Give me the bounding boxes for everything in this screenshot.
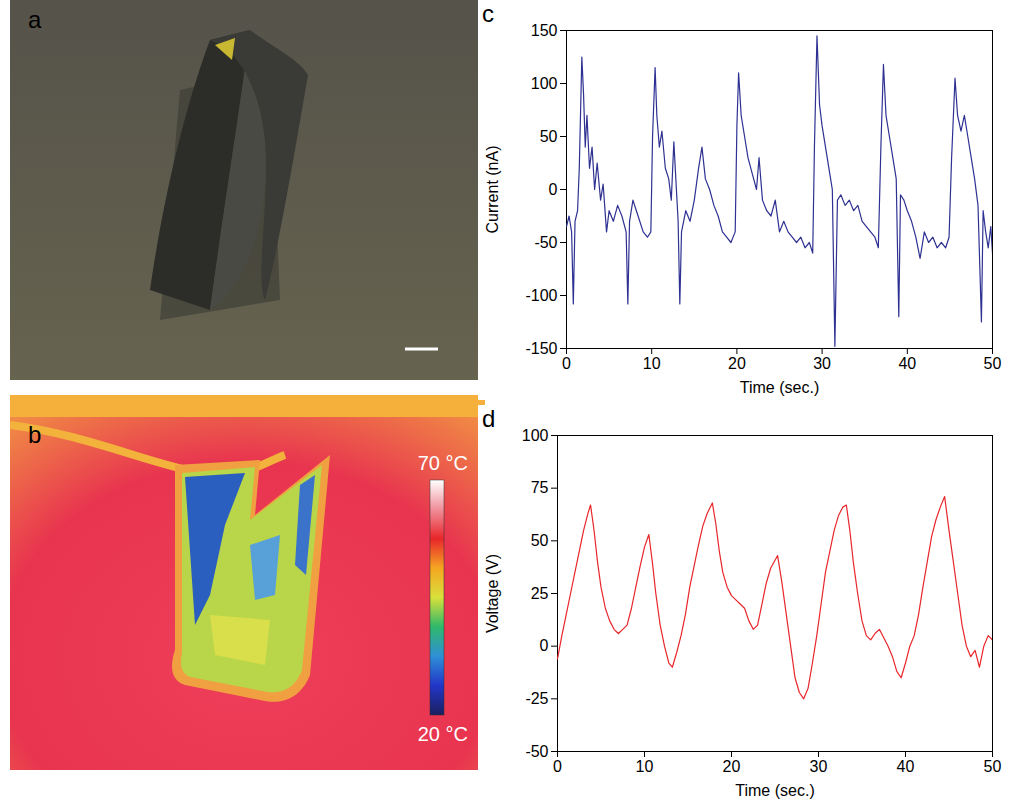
svg-text:0: 0 xyxy=(549,181,558,198)
svg-text:Time (sec.): Time (sec.) xyxy=(740,379,819,396)
html-text:b: b xyxy=(28,421,42,448)
svg-text:50: 50 xyxy=(984,758,1002,775)
svg-text:50: 50 xyxy=(540,128,558,145)
svg-text:25: 25 xyxy=(531,585,549,602)
svg-text:-150: -150 xyxy=(525,340,557,357)
html-text:a: a xyxy=(28,6,42,33)
svg-text:Voltage (V): Voltage (V) xyxy=(484,554,501,633)
svg-text:30: 30 xyxy=(813,355,831,372)
svg-text:40: 40 xyxy=(897,758,915,775)
svg-text:20: 20 xyxy=(723,758,741,775)
svg-text:70 °C: 70 °C xyxy=(418,452,468,474)
svg-text:-50: -50 xyxy=(525,743,548,760)
svg-text:40: 40 xyxy=(898,355,916,372)
html-text:c: c xyxy=(482,0,494,27)
svg-text:30: 30 xyxy=(810,758,828,775)
svg-text:-100: -100 xyxy=(525,287,557,304)
svg-text:Time (sec.): Time (sec.) xyxy=(735,782,814,799)
svg-text:0: 0 xyxy=(562,355,571,372)
svg-text:-50: -50 xyxy=(534,234,557,251)
svg-text:20 °C: 20 °C xyxy=(418,723,468,745)
svg-text:100: 100 xyxy=(531,75,558,92)
html-text:d: d xyxy=(482,405,496,432)
svg-text:20: 20 xyxy=(728,355,746,372)
svg-text:50: 50 xyxy=(984,355,1002,372)
svg-text:-25: -25 xyxy=(525,690,548,707)
svg-text:0: 0 xyxy=(540,637,549,654)
svg-text:75: 75 xyxy=(531,479,549,496)
svg-text:Current (nA): Current (nA) xyxy=(484,145,501,233)
svg-text:0: 0 xyxy=(553,758,562,775)
svg-text:100: 100 xyxy=(522,427,549,444)
svg-text:150: 150 xyxy=(531,22,558,39)
svg-text:10: 10 xyxy=(643,355,661,372)
svg-text:50: 50 xyxy=(531,532,549,549)
svg-text:10: 10 xyxy=(636,758,654,775)
